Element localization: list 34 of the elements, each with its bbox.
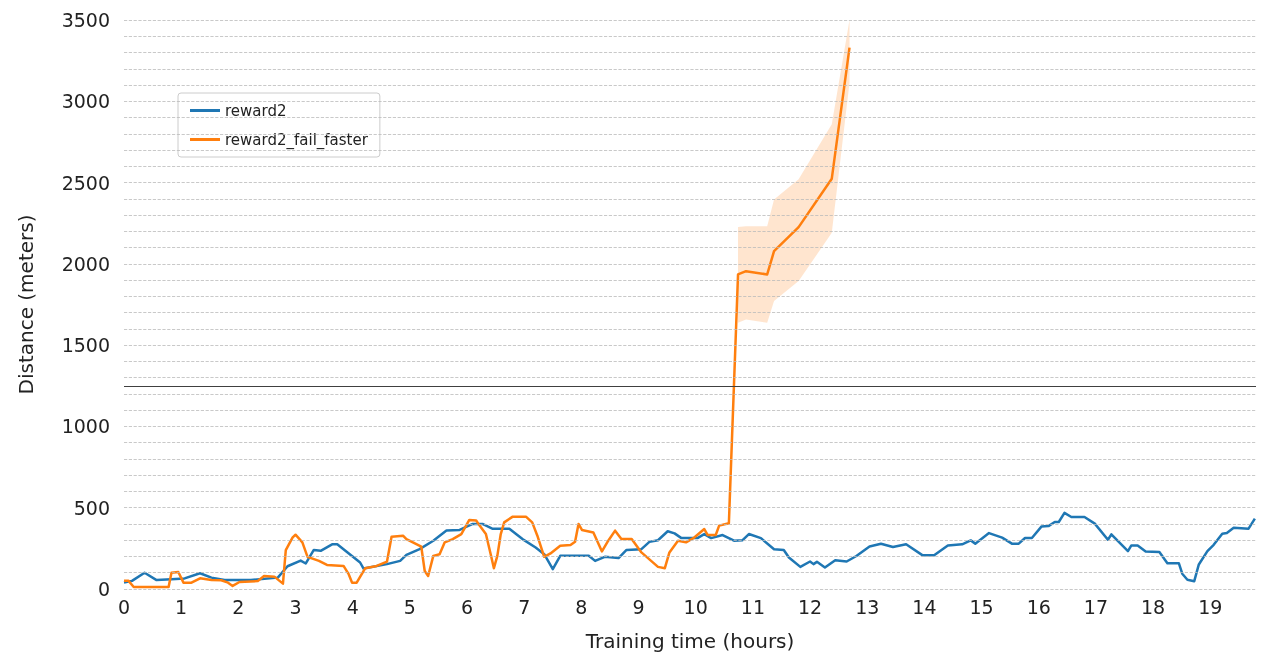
x-tick-label: 10 xyxy=(683,595,708,618)
x-tick-label: 5 xyxy=(403,595,416,618)
y-tick-label: 500 xyxy=(73,496,110,519)
y-tick-label: 3000 xyxy=(61,90,110,113)
x-axis-title: Training time (hours) xyxy=(584,629,795,653)
x-tick-label: 11 xyxy=(740,595,765,618)
x-tick-label: 0 xyxy=(117,595,131,618)
x-tick-label: 9 xyxy=(632,595,645,618)
x-tick-label: 3 xyxy=(289,595,302,618)
y-tick-label: 0 xyxy=(97,578,110,600)
x-tick-label: 16 xyxy=(1026,595,1051,618)
y-tick-label: 2500 xyxy=(61,171,110,194)
x-tick-label: 17 xyxy=(1083,595,1109,618)
legend-label: reward2_fail_faster xyxy=(225,130,369,150)
x-tick-label: 12 xyxy=(797,595,823,618)
x-tick-label: 19 xyxy=(1198,595,1223,618)
line-series xyxy=(122,46,851,589)
x-tick-label: 15 xyxy=(969,595,994,618)
x-tick-label: 14 xyxy=(912,595,937,618)
x-tick-label: 4 xyxy=(346,595,359,618)
x-tick-label: 8 xyxy=(575,595,588,618)
y-tick-label: 2000 xyxy=(61,252,110,275)
x-tick-label: 7 xyxy=(518,595,531,618)
y-tick-label: 1500 xyxy=(61,334,110,357)
x-tick-label: 2 xyxy=(232,595,245,618)
y-tick-label: 1000 xyxy=(61,415,110,438)
y-tick-label: 3500 xyxy=(61,9,110,31)
legend-label: reward2 xyxy=(225,101,287,120)
x-tick-label: 6 xyxy=(460,595,474,618)
x-tick-label: 1 xyxy=(175,595,188,618)
y-axis-title: Distance (meters) xyxy=(14,214,38,395)
x-tick-label: 18 xyxy=(1141,595,1166,618)
line-series xyxy=(122,511,1256,584)
x-tick-label: 13 xyxy=(855,595,880,618)
